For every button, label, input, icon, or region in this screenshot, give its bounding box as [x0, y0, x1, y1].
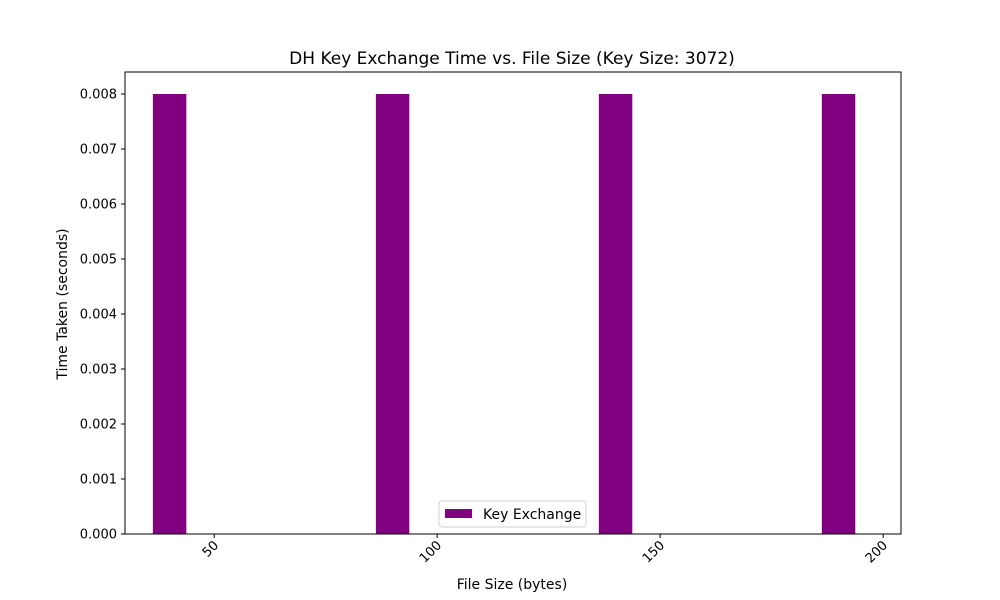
y-tick-label: 0.007	[80, 143, 117, 158]
y-tick-label: 0.006	[80, 198, 117, 213]
legend-label: Key Exchange	[483, 507, 581, 523]
y-tick-label: 0.003	[80, 363, 117, 378]
x-tick-label: 100	[417, 538, 445, 566]
legend-frame	[438, 500, 587, 528]
legend-swatch	[445, 509, 472, 518]
bar	[375, 94, 410, 534]
x-tick-label: 200	[863, 538, 891, 566]
bar	[821, 94, 856, 534]
y-tick-label: 0.001	[80, 473, 117, 488]
y-tick-label: 0.000	[80, 528, 117, 543]
y-tick-label: 0.004	[80, 308, 117, 323]
plot-frame	[124, 71, 902, 535]
x-tick-label: 150	[640, 538, 668, 566]
x-axis: 50 100 150 200	[200, 534, 891, 566]
y-tick-label: 0.008	[80, 88, 117, 103]
bar	[598, 94, 633, 534]
y-tick-label: 0.005	[80, 253, 117, 268]
bars-group	[152, 94, 856, 534]
y-axis-label: Time Taken (seconds)	[55, 228, 71, 380]
y-axis: 0.000 0.001 0.002 0.003 0.004 0.005 0.006 0.007…	[80, 88, 125, 543]
y-tick-label: 0.002	[80, 418, 117, 433]
x-tick-label: 50	[200, 538, 222, 560]
x-axis-label: File Size (bytes)	[457, 577, 568, 593]
legend: Key Exchange	[438, 500, 587, 528]
bar	[152, 94, 187, 534]
chart-title: DH Key Exchange Time vs. File Size (Key …	[289, 49, 735, 69]
